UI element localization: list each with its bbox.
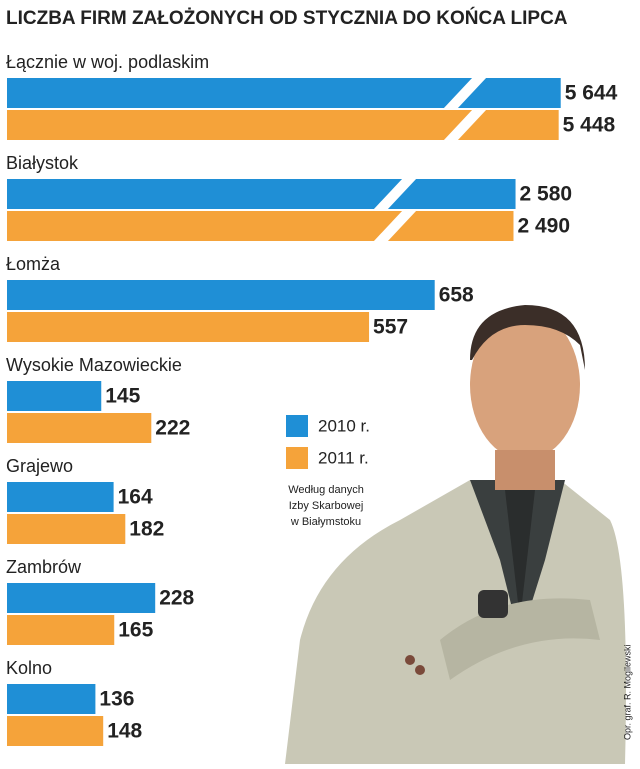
source-note: Izby Skarbowej: [289, 500, 364, 512]
axis-break: [373, 210, 417, 242]
photo-figure: [285, 305, 626, 764]
value-label: 222: [155, 417, 190, 440]
category-label: Kolno: [6, 658, 52, 678]
legend-swatch: [286, 415, 308, 437]
value-label: 557: [373, 316, 408, 339]
category-label: Łomża: [6, 254, 61, 274]
bar: [7, 280, 435, 310]
category-label: Białystok: [6, 153, 79, 173]
chart-title: LICZBA FIRM ZAŁOŻONYCH OD STYCZNIA DO KO…: [6, 7, 568, 29]
value-label: 145: [105, 385, 140, 408]
value-label: 148: [107, 720, 142, 743]
bar: [7, 514, 126, 544]
axis-break: [443, 109, 487, 141]
value-label: 5 448: [563, 114, 616, 137]
bar: [7, 179, 516, 209]
value-label: 5 644: [565, 82, 618, 105]
source-note: w Białymstoku: [290, 516, 361, 528]
bar: [7, 482, 114, 512]
category-label: Zambrów: [6, 557, 82, 577]
value-label: 2 490: [517, 215, 570, 238]
value-label: 136: [99, 688, 134, 711]
legend-swatch: [286, 447, 308, 469]
value-label: 182: [129, 518, 164, 541]
bar: [7, 615, 115, 645]
category-label: Łącznie w woj. podlaskim: [6, 52, 209, 72]
bar: [7, 684, 96, 714]
category-label: Wysokie Mazowieckie: [6, 355, 182, 375]
value-label: 164: [118, 486, 153, 509]
source-note: Według danych: [288, 484, 364, 496]
bar: [7, 381, 102, 411]
legend-label: 2010 r.: [318, 416, 370, 435]
bar: [7, 716, 104, 746]
category-label: Grajewo: [6, 456, 73, 476]
value-label: 2 580: [520, 183, 573, 206]
axis-break: [443, 77, 487, 109]
bar: [7, 312, 370, 342]
legend-label: 2011 r.: [318, 448, 369, 467]
value-label: 165: [118, 619, 153, 642]
photo-credit: Opr. graf. R. Mogilewski: [622, 644, 632, 740]
bar: [7, 211, 514, 241]
value-label: 658: [439, 284, 474, 307]
bar: [7, 583, 156, 613]
bar: [7, 413, 152, 443]
axis-break: [373, 178, 417, 210]
value-label: 228: [159, 587, 194, 610]
